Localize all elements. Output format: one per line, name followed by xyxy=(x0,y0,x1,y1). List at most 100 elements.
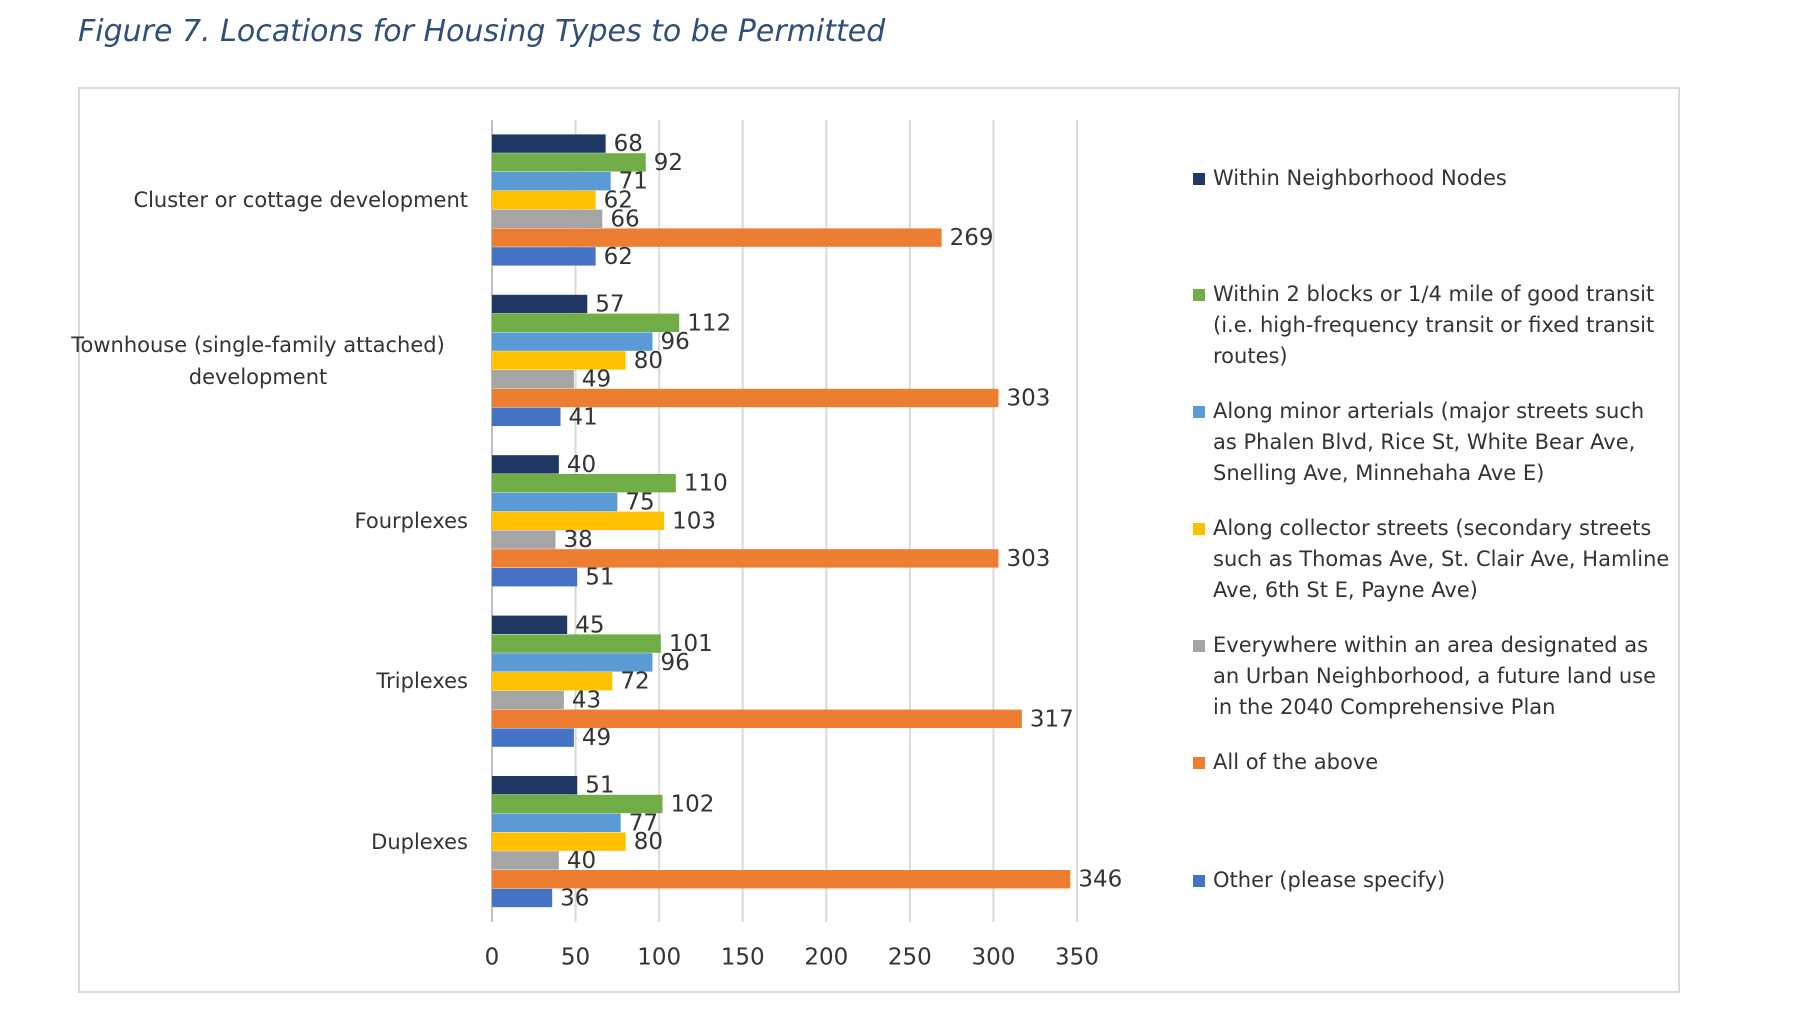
value-label: 110 xyxy=(684,471,728,497)
bar xyxy=(492,247,596,266)
bar xyxy=(492,794,663,814)
legend-label: Along collector streets (secondary stree… xyxy=(1213,516,1670,602)
bar xyxy=(492,634,661,653)
legend-item: Within Neighborhood Nodes xyxy=(1193,163,1673,194)
x-tick-label: 300 xyxy=(971,945,1015,971)
value-label: 96 xyxy=(660,329,689,355)
x-tick-label: 200 xyxy=(804,945,848,971)
value-label: 40 xyxy=(567,848,596,874)
legend-swatch xyxy=(1193,173,1205,185)
bar xyxy=(492,209,603,228)
bar xyxy=(492,388,999,408)
legend-swatch xyxy=(1193,289,1205,301)
legend-swatch xyxy=(1193,757,1205,769)
value-label: 92 xyxy=(654,150,683,176)
bar xyxy=(492,653,653,672)
value-label: 80 xyxy=(634,348,663,374)
category-label: Fourplexes xyxy=(354,509,468,533)
legend-swatch xyxy=(1193,523,1205,535)
x-tick-label: 100 xyxy=(637,945,681,971)
value-label: 75 xyxy=(625,490,654,516)
chart-frame xyxy=(78,87,1680,993)
bar xyxy=(492,134,606,153)
bar xyxy=(492,455,559,474)
bar xyxy=(492,313,680,332)
bar xyxy=(492,568,578,587)
value-label: 101 xyxy=(669,631,713,657)
value-label: 317 xyxy=(1030,706,1074,732)
bar xyxy=(492,332,653,351)
bar xyxy=(492,530,556,549)
bar xyxy=(492,228,942,247)
x-tick-label: 150 xyxy=(721,945,765,971)
value-label: 103 xyxy=(672,508,716,534)
bar xyxy=(492,153,646,172)
legend-swatch xyxy=(1193,640,1205,652)
bar xyxy=(492,690,564,710)
x-tick-label: 0 xyxy=(485,945,500,971)
value-label: 51 xyxy=(585,565,614,591)
legend-item: Along minor arterials (major streets suc… xyxy=(1193,396,1673,489)
value-label: 62 xyxy=(604,188,633,214)
bar xyxy=(492,370,574,389)
bar xyxy=(492,549,999,568)
bar xyxy=(492,615,568,634)
bar xyxy=(492,474,676,493)
value-label: 269 xyxy=(950,225,994,251)
value-label: 40 xyxy=(567,452,596,478)
legend-label: All of the above xyxy=(1213,750,1379,774)
value-label: 96 xyxy=(660,650,689,676)
bar xyxy=(492,776,578,795)
bar xyxy=(492,672,613,691)
category-label: Triplexes xyxy=(376,669,468,694)
value-label: 303 xyxy=(1006,386,1050,412)
bar xyxy=(492,832,626,851)
legend-item: Other (please specify) xyxy=(1193,865,1673,896)
bar xyxy=(492,492,618,512)
legend-label: Other (please specify) xyxy=(1213,868,1446,892)
bar xyxy=(492,190,596,210)
x-tick-label: 350 xyxy=(1055,945,1099,971)
legend-swatch xyxy=(1193,875,1205,887)
category-label: Cluster or cottage development xyxy=(133,188,468,213)
value-label: 77 xyxy=(629,810,658,836)
legend-swatch xyxy=(1193,406,1205,418)
legend-item: All of the above xyxy=(1193,747,1673,778)
bar xyxy=(492,351,626,370)
bar xyxy=(492,709,1022,728)
value-label: 68 xyxy=(614,131,643,157)
value-label: 49 xyxy=(582,367,611,393)
value-label: 71 xyxy=(619,169,648,195)
bar xyxy=(492,511,665,530)
category-label: Townhouse (single-family attached) devel… xyxy=(71,332,445,389)
category-label: Duplexes xyxy=(371,829,468,854)
bar xyxy=(492,294,588,314)
value-label: 112 xyxy=(687,310,731,336)
value-label: 62 xyxy=(604,244,633,270)
value-label: 41 xyxy=(569,404,598,430)
bar xyxy=(492,172,611,191)
chart-title: Figure 7. Locations for Housing Types to… xyxy=(78,14,886,49)
value-label: 72 xyxy=(620,669,649,695)
bar xyxy=(492,870,1071,889)
bar xyxy=(492,407,561,426)
value-label: 80 xyxy=(634,829,663,855)
legend-item: Within 2 blocks or 1/4 mile of good tran… xyxy=(1193,279,1673,372)
value-label: 102 xyxy=(670,792,714,818)
bar xyxy=(492,888,553,908)
legend-item: Along collector streets (secondary stree… xyxy=(1193,513,1673,606)
value-label: 36 xyxy=(560,886,589,912)
bar xyxy=(492,813,621,832)
value-label: 38 xyxy=(564,527,593,553)
bar xyxy=(492,851,559,870)
value-label: 51 xyxy=(585,773,614,799)
value-label: 57 xyxy=(595,292,624,318)
legend-label: Within Neighborhood Nodes xyxy=(1213,166,1507,190)
x-tick-label: 250 xyxy=(888,945,932,971)
value-label: 49 xyxy=(582,725,611,751)
x-tick-label: 50 xyxy=(561,945,590,971)
value-label: 66 xyxy=(610,206,639,232)
legend-label: Everywhere within an area designated as … xyxy=(1213,633,1657,719)
